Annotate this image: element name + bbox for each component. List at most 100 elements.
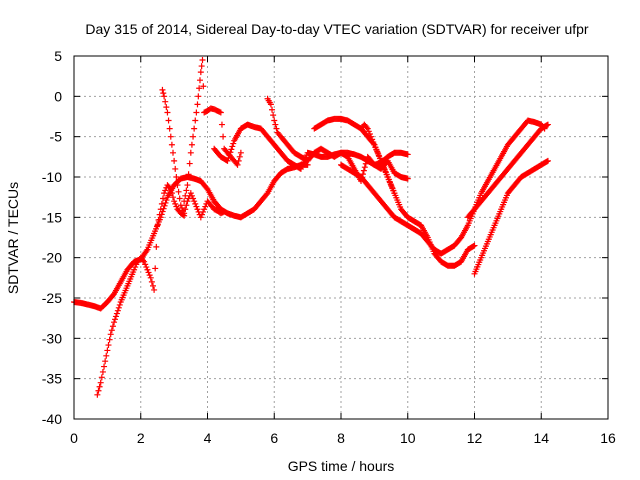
data-point — [171, 157, 178, 164]
data-point — [111, 319, 118, 326]
data-point — [182, 206, 189, 213]
data-point — [230, 140, 237, 147]
data-point — [235, 157, 242, 164]
data-point — [188, 192, 195, 199]
data-point — [148, 278, 155, 285]
data-point — [369, 136, 376, 143]
data-point — [143, 247, 150, 254]
data-point — [158, 200, 165, 207]
data-point — [170, 194, 177, 201]
data-point — [167, 186, 174, 193]
data-point — [229, 143, 236, 150]
data-point — [114, 307, 121, 314]
data-point — [384, 174, 391, 180]
data-point — [220, 133, 227, 140]
data-point — [151, 286, 158, 293]
data-point — [198, 211, 205, 218]
data-point — [145, 269, 152, 276]
data-point — [162, 199, 169, 206]
y-tick-label: -25 — [42, 290, 62, 306]
data-point — [388, 182, 395, 189]
data-point — [225, 154, 232, 161]
x-axis-label: GPS time / hours — [288, 458, 395, 474]
data-point — [373, 147, 380, 154]
data-point — [94, 391, 101, 398]
data-point — [381, 165, 388, 172]
data-point — [139, 257, 146, 264]
data-point — [175, 188, 182, 195]
data-point — [363, 124, 370, 131]
data-point — [177, 202, 184, 209]
data-point — [105, 342, 112, 349]
data-point — [144, 266, 151, 273]
data-point — [364, 125, 371, 132]
data-point — [165, 117, 172, 124]
x-tick-label: 4 — [204, 430, 212, 446]
data-point — [172, 200, 179, 207]
data-point — [192, 117, 199, 124]
data-point — [161, 93, 168, 100]
data-point — [385, 176, 392, 183]
data-point — [186, 160, 193, 167]
data-point — [153, 243, 160, 250]
data-point — [379, 160, 386, 167]
data-point — [162, 98, 169, 105]
data-point — [368, 133, 375, 140]
data-point — [155, 217, 162, 224]
data-point — [221, 208, 228, 215]
y-tick-label: -30 — [42, 330, 62, 346]
data-point — [234, 161, 241, 168]
data-point — [109, 323, 116, 330]
data-point — [201, 206, 208, 213]
data-point — [182, 192, 189, 199]
data-point — [471, 242, 478, 249]
data-point — [167, 133, 174, 140]
x-tick-label: 6 — [270, 430, 278, 446]
data-point — [544, 121, 551, 128]
x-tick-label: 10 — [400, 430, 416, 446]
data-point — [544, 157, 551, 164]
data-point — [196, 77, 203, 84]
data-point — [386, 179, 393, 186]
data-point — [269, 106, 276, 113]
data-point — [172, 165, 179, 172]
data-point — [200, 83, 207, 90]
data-point — [236, 153, 243, 160]
data-point — [115, 304, 122, 311]
data-point — [191, 198, 198, 205]
data-point — [184, 182, 191, 189]
data-point — [199, 57, 206, 64]
data-point — [228, 146, 235, 153]
data-point — [106, 336, 113, 343]
data-point — [141, 258, 148, 265]
series-2 — [159, 86, 228, 221]
data-point — [132, 264, 139, 271]
data-point — [101, 363, 108, 370]
data-point — [99, 368, 106, 375]
axis-ticks: 0 2 4 6 8 10 12 14 16 5 0 -5 -10 -15 -20 -25 -30 -35 -40 — [42, 48, 616, 446]
data-point — [171, 198, 178, 205]
y-tick-label: -10 — [42, 169, 62, 185]
data-point — [181, 198, 188, 205]
data-point — [98, 374, 105, 381]
data-point — [173, 174, 180, 180]
data-point — [197, 69, 204, 76]
data-point — [164, 109, 171, 116]
x-tick-label: 14 — [533, 430, 549, 446]
chart-title: Day 315 of 2014, Sidereal Day-to-day VTE… — [85, 21, 589, 37]
data-point — [157, 206, 164, 213]
data-point — [371, 141, 378, 148]
data-point — [97, 379, 104, 386]
x-tick-label: 8 — [337, 430, 345, 446]
data-point — [142, 261, 149, 268]
data-point — [374, 149, 381, 156]
data-point — [360, 167, 367, 174]
data-point — [227, 149, 234, 156]
data-point — [237, 149, 244, 156]
series-3 — [181, 57, 244, 205]
data-point — [112, 316, 119, 323]
data-point — [116, 301, 123, 308]
data-point — [382, 168, 389, 175]
data-point — [96, 383, 103, 390]
